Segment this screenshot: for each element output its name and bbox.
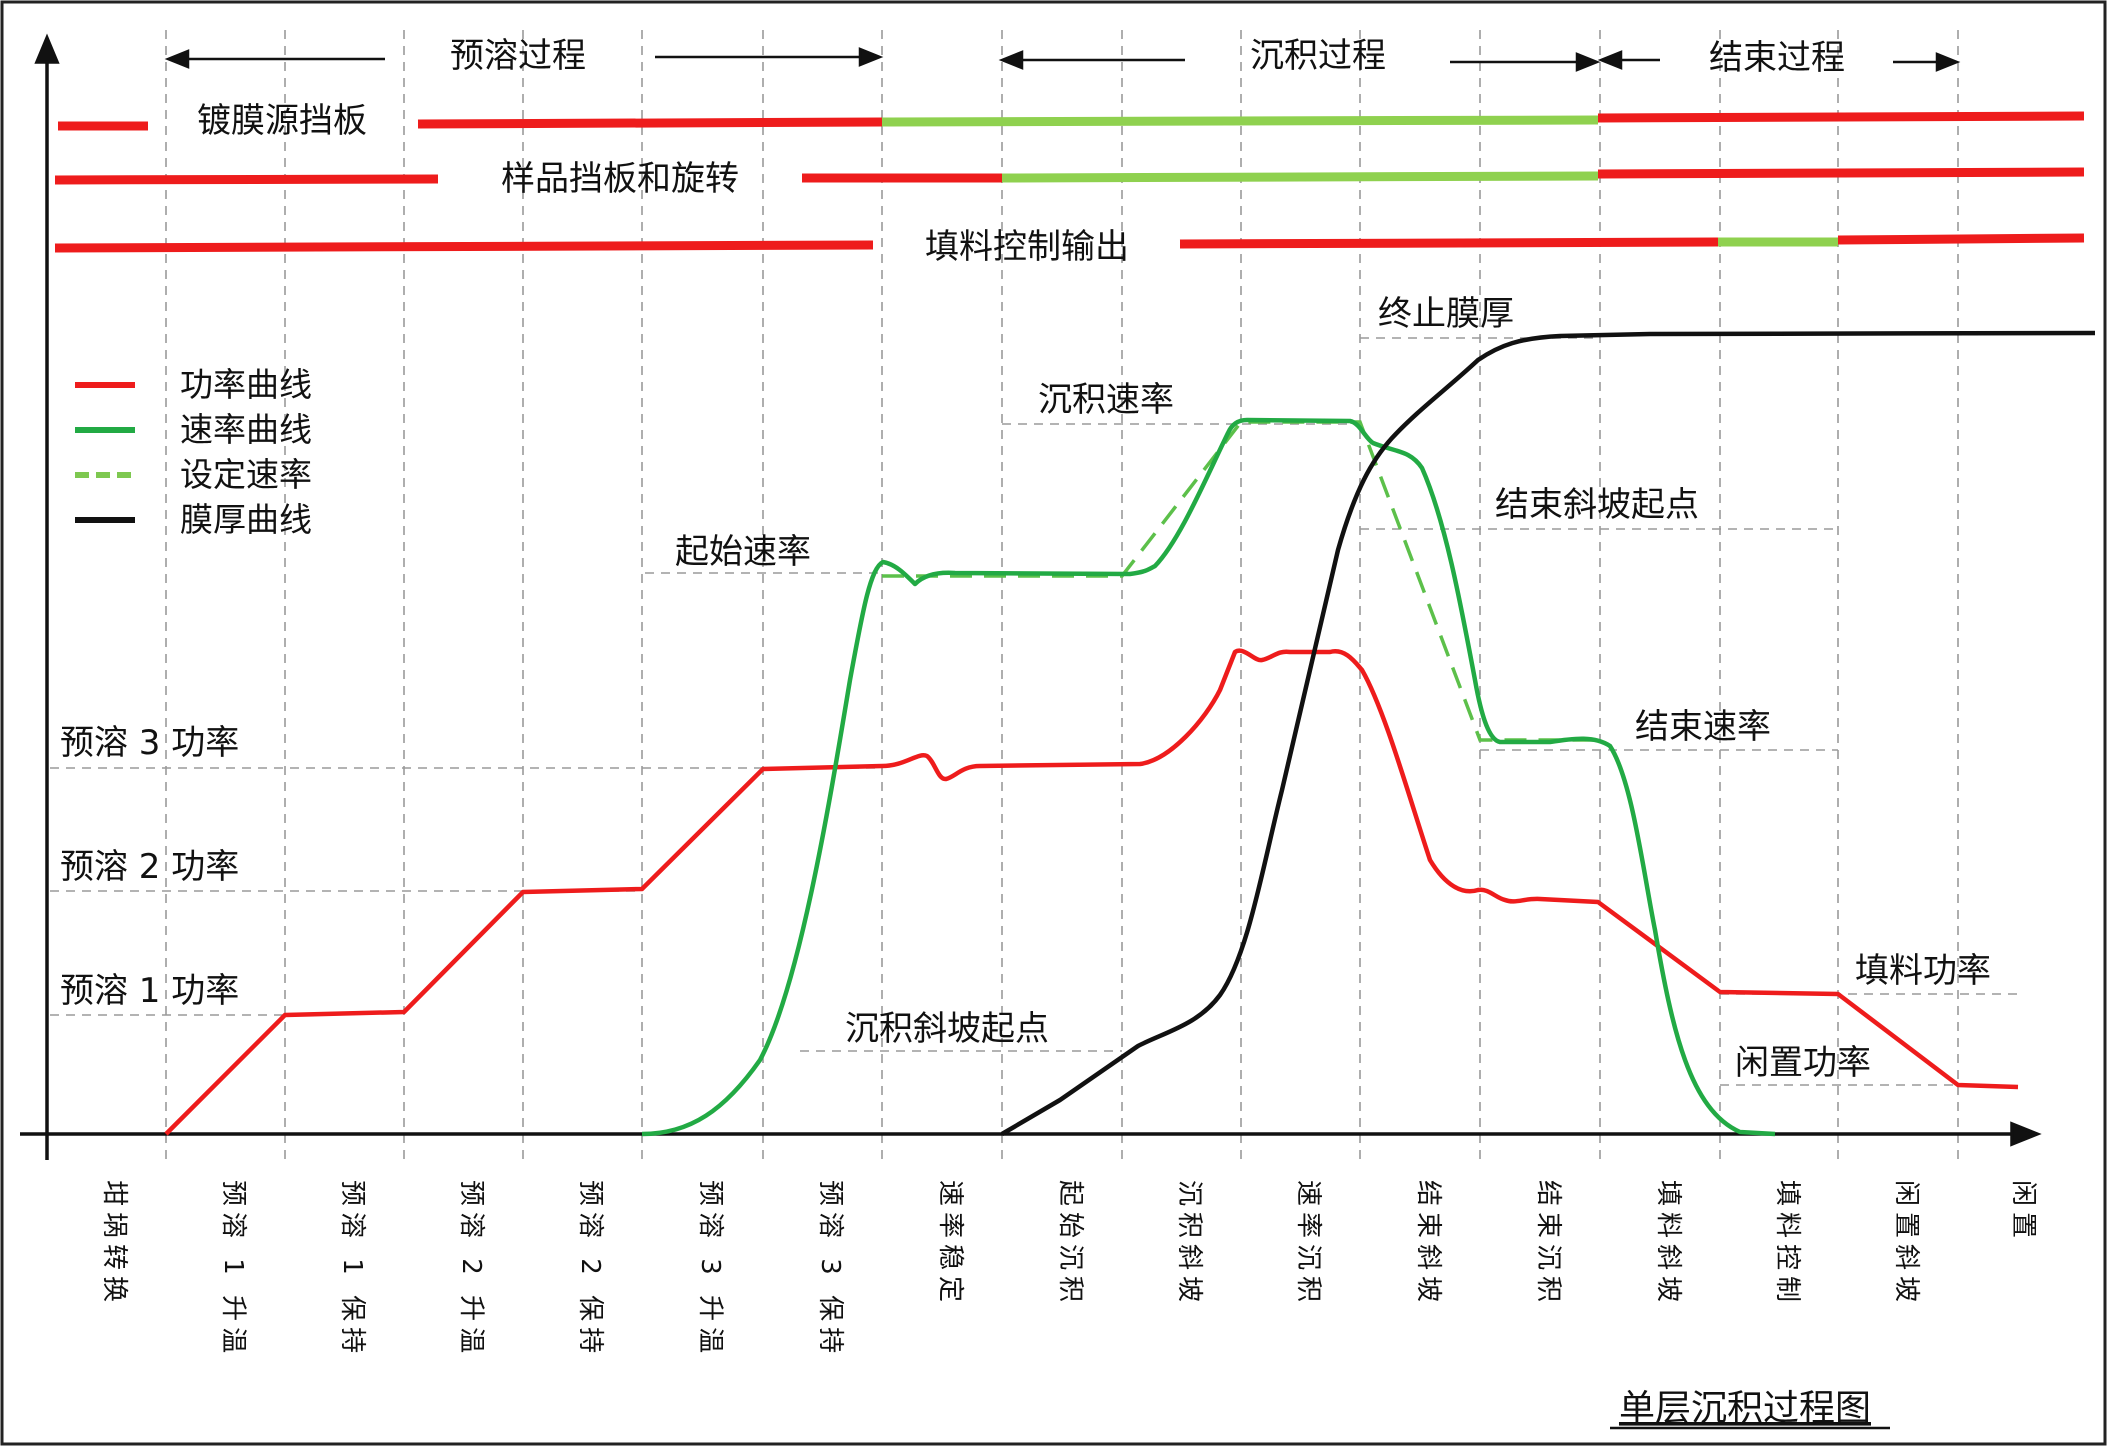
diagram-caption: 单层沉积过程图 (1619, 1388, 1871, 1429)
phase-label: 填料控制 (1772, 1180, 1802, 1308)
phase-label: 预溶 2 升温 (456, 1180, 486, 1359)
sample-shutter-on-bar (1001, 171, 1599, 183)
fill-power-label: 填料功率 (1855, 951, 1991, 991)
phase-label: 起始沉积 (1055, 1180, 1085, 1308)
sample-shutter-off-bar (54, 174, 439, 185)
phase-label: 预溶 1 保持 (337, 1180, 367, 1359)
legend-power-label: 功率曲线 (180, 365, 312, 404)
end-rate-label: 结束速率 (1635, 707, 1771, 747)
phase-label: 结束沉积 (1533, 1180, 1563, 1308)
premelt3-power-label: 预溶 3 功率 (60, 723, 239, 763)
state-bars (54, 111, 2085, 253)
phase-label: 预溶 3 保持 (815, 1180, 845, 1359)
axes (20, 33, 2042, 1160)
phase-label: 沉积斜坡 (1174, 1180, 1204, 1308)
end-thickness-label: 终止膜厚 (1378, 294, 1514, 334)
process-header-deposition: 沉积过程 (1250, 36, 1386, 76)
rate-curve (641, 417, 1776, 1137)
phase-label: 速率稳定 (935, 1180, 965, 1308)
deposition-rate-label: 沉积速率 (1038, 380, 1174, 420)
power-curve (164, 648, 2019, 1136)
phase-label: 坩埚转换 (99, 1180, 129, 1308)
phase-label: 填料斜坡 (1653, 1180, 1683, 1308)
sample-shutter-off-bar (1597, 167, 2085, 179)
y-axis-arrow-icon (34, 33, 60, 64)
phase-labels: 坩埚转换 预溶 1 升温 预溶 1 保持 预溶 2 升温 预溶 2 保持 预溶 … (99, 1180, 2038, 1359)
phase-label: 闲置 (2008, 1180, 2038, 1244)
phase-gridlines (165, 30, 1959, 1165)
end-ramp-start-label: 结束斜坡起点 (1495, 485, 1699, 525)
legend: 功率曲线 速率曲线 设定速率 膜厚曲线 (75, 365, 312, 539)
phase-label: 速率沉积 (1293, 1180, 1323, 1308)
fill-control-off-bar (1837, 233, 2085, 245)
phase-label: 闲置斜坡 (1891, 1180, 1921, 1308)
premelt2-power-label: 预溶 2 功率 (60, 847, 239, 887)
source-shutter-label: 镀膜源挡板 (197, 101, 367, 141)
idle-power-label: 闲置功率 (1735, 1043, 1871, 1083)
start-rate-label: 起始速率 (675, 532, 811, 572)
phase-label: 预溶 1 升温 (218, 1180, 248, 1359)
fill-control-off-bar (1179, 237, 1719, 249)
process-header-end: 结束过程 (1709, 38, 1845, 78)
phase-label: 预溶 3 升温 (695, 1180, 725, 1359)
fill-control-label: 填料控制输出 (925, 227, 1129, 267)
legend-rate-label: 速率曲线 (180, 410, 312, 449)
phase-label: 结束斜坡 (1413, 1180, 1443, 1308)
process-header-premelt: 预溶过程 (450, 36, 586, 76)
premelt1-power-label: 预溶 1 功率 (60, 971, 239, 1011)
source-shutter-on-bar (881, 115, 1599, 127)
sample-shutter-label: 样品挡板和旋转 (501, 159, 739, 199)
fill-control-off-bar (54, 240, 874, 253)
process-header-arrows (164, 47, 1961, 72)
legend-setpoint-label: 设定速率 (180, 455, 312, 494)
deposition-ramp-start-label: 沉积斜坡起点 (845, 1009, 1049, 1049)
legend-thickness-label: 膜厚曲线 (180, 500, 312, 539)
source-shutter-off-bar (1597, 111, 2085, 123)
source-shutter-off-bar (417, 117, 883, 129)
x-axis-arrow-icon (2010, 1121, 2042, 1147)
phase-label: 预溶 2 保持 (575, 1180, 605, 1359)
thickness-curve (1000, 330, 2096, 1136)
